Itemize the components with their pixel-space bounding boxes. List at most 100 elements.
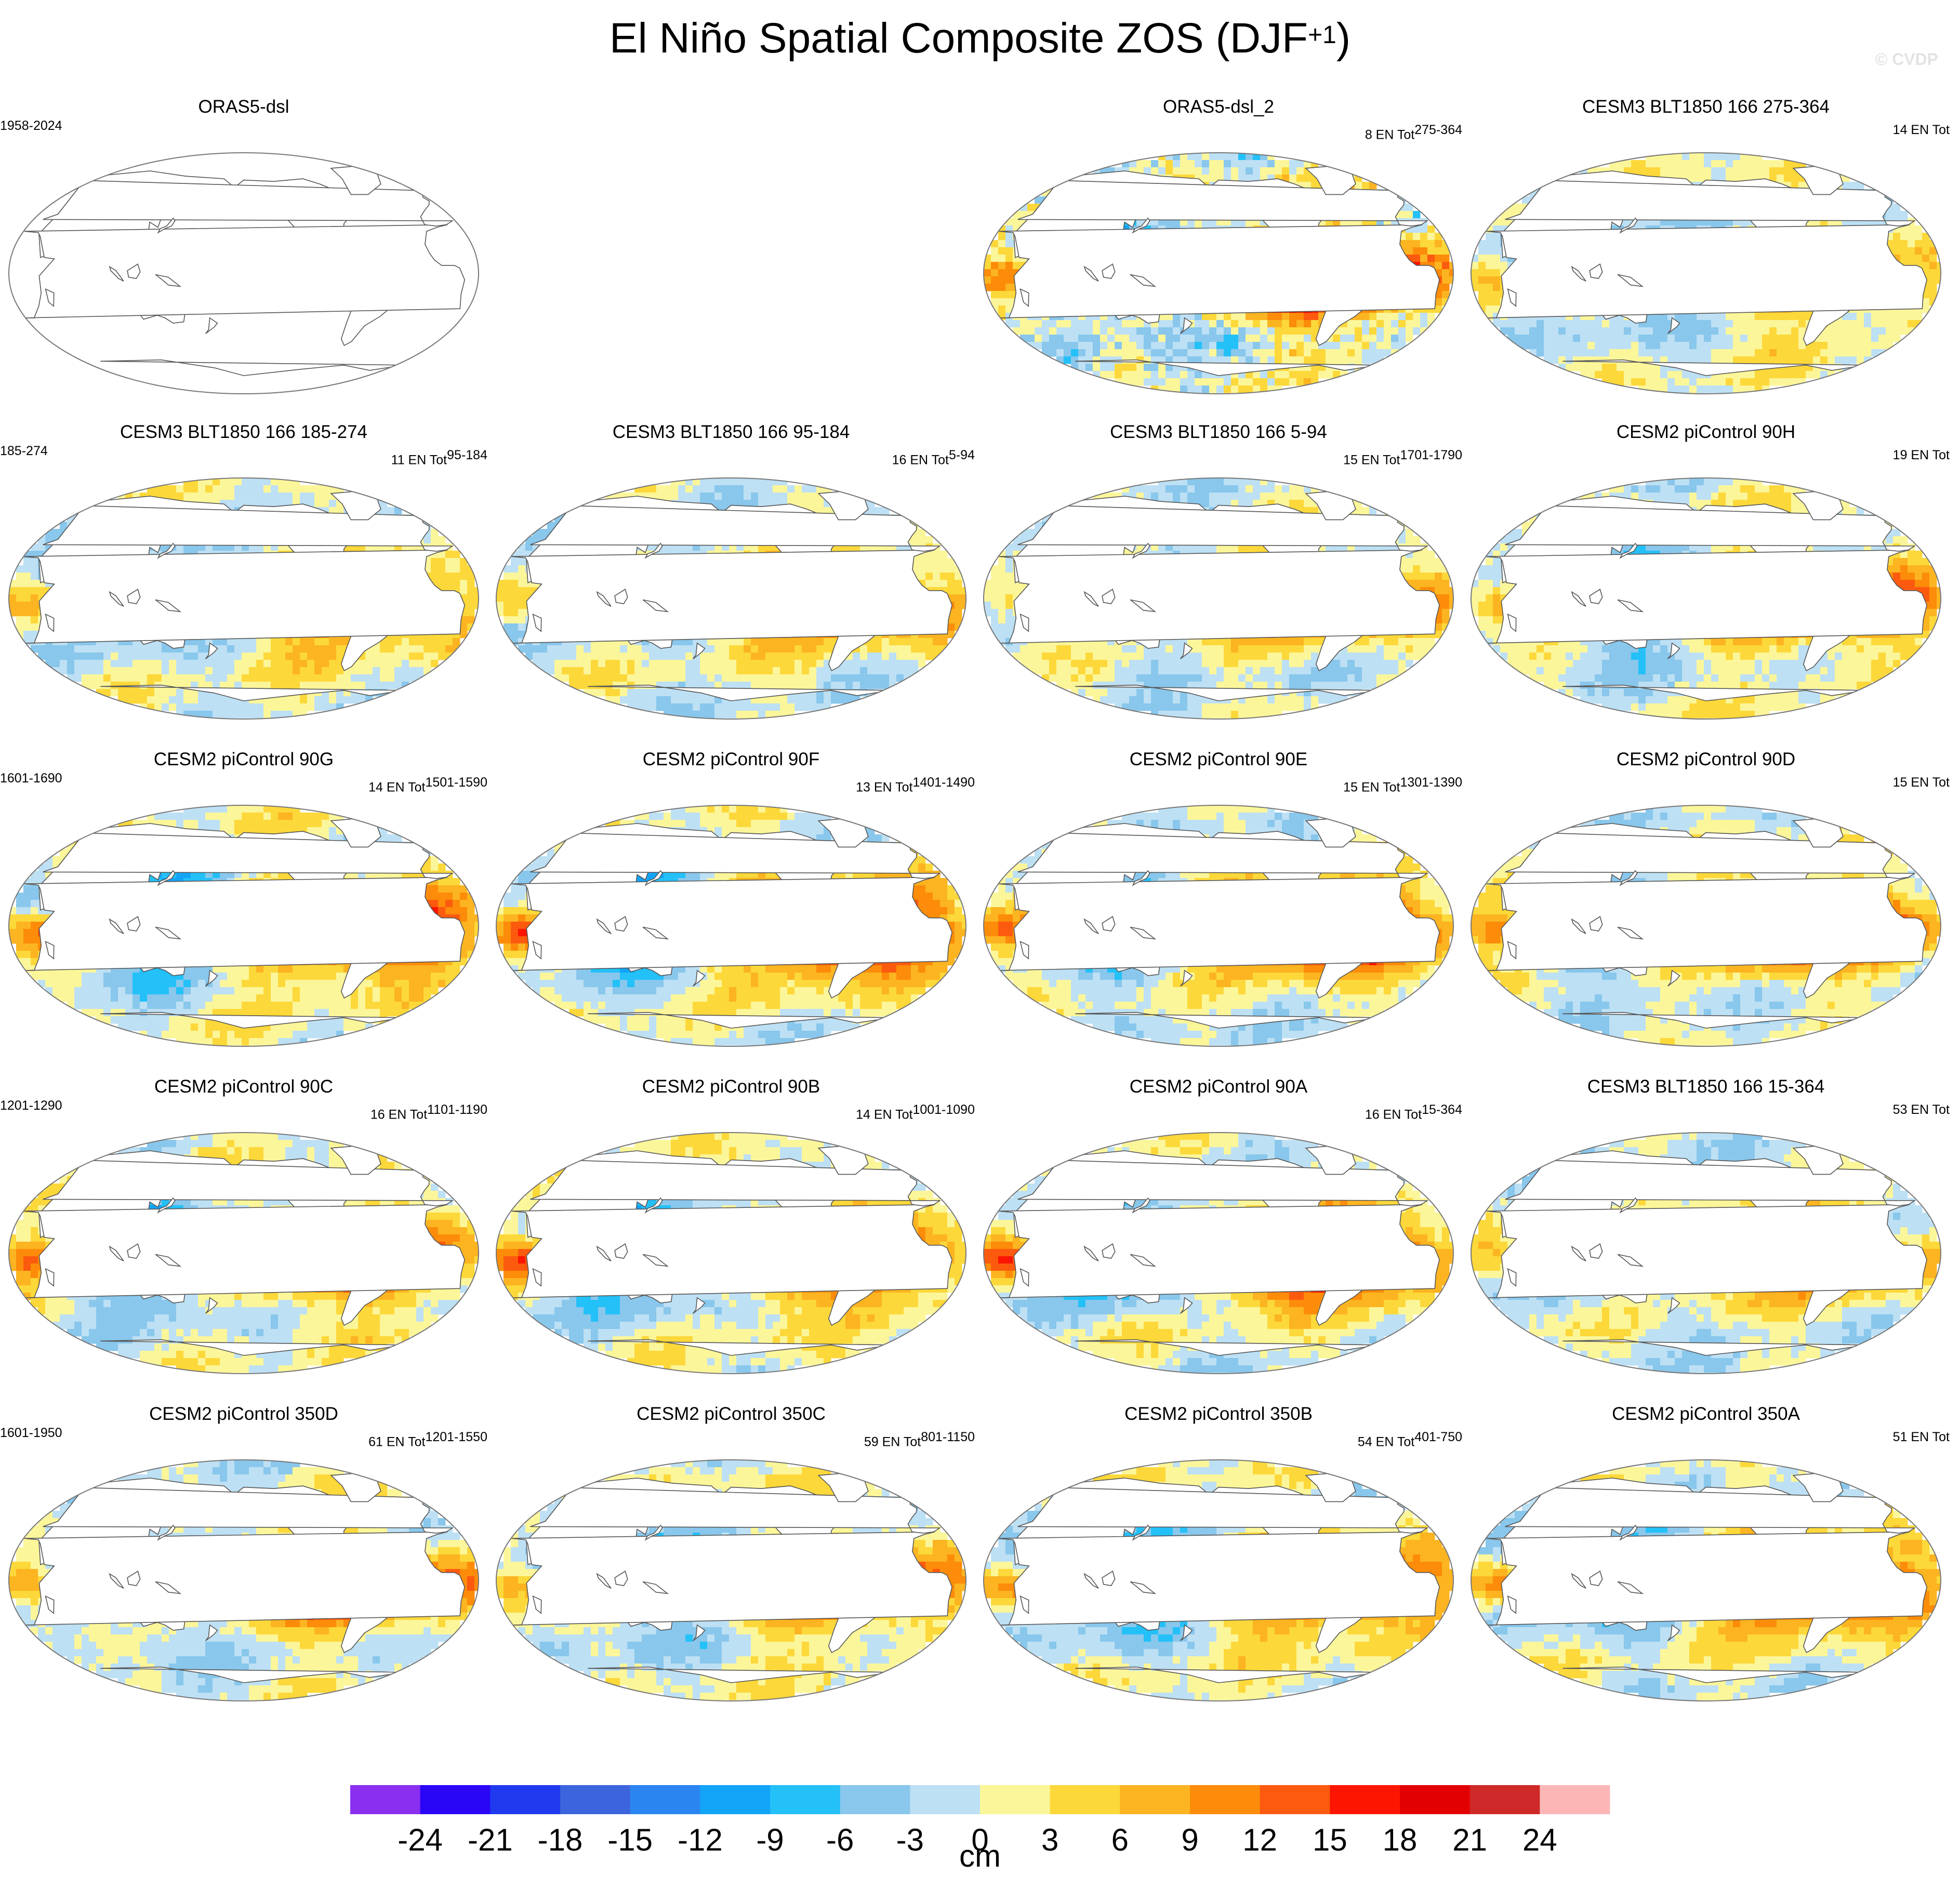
anomaly-cell [1580, 349, 1588, 357]
anomaly-cell [176, 674, 184, 682]
anomaly-cell [998, 291, 1006, 299]
anomaly-cell [1093, 364, 1101, 371]
anomaly-cell [293, 485, 300, 493]
anomaly-cell [227, 500, 235, 508]
anomaly-cell [445, 645, 453, 653]
anomaly-cell [1682, 335, 1690, 342]
anomaly-cell [1624, 160, 1632, 168]
anomaly-cell [1049, 342, 1057, 350]
anomaly-cell [1667, 349, 1675, 357]
anomaly-cell [1289, 378, 1297, 386]
anomaly-cell [1144, 167, 1151, 175]
anomaly-cell [1667, 371, 1675, 379]
anomaly-cell [1747, 320, 1755, 328]
anomaly-cell [1587, 342, 1595, 350]
anomaly-cell [1595, 320, 1603, 328]
anomaly-cell [1609, 320, 1617, 328]
anomaly-cell [307, 493, 315, 500]
anomaly-cell [1267, 320, 1275, 328]
anomaly-cell [387, 667, 395, 675]
anomaly-cell [1296, 167, 1304, 175]
anomaly-cell [1246, 175, 1253, 182]
anomaly-cell [1857, 349, 1864, 357]
anomaly-cell [285, 653, 293, 660]
anomaly-cell [1406, 247, 1413, 255]
anomaly-cell [1020, 327, 1028, 335]
anomaly-cell [1617, 327, 1624, 335]
next-panel-years: 275-364 [1414, 123, 1462, 137]
anomaly-cell [1617, 371, 1624, 379]
anomaly-cell [1115, 335, 1122, 342]
anomaly-cell [343, 682, 351, 689]
anomaly-cell [431, 653, 439, 660]
anomaly-cell [1566, 349, 1573, 357]
anomaly-cell [1195, 349, 1202, 357]
anomaly-cell [1078, 335, 1086, 342]
anomaly-cell [1093, 320, 1101, 328]
anomaly-cell [1740, 378, 1748, 386]
anomaly-cell [1747, 378, 1755, 386]
anomaly-cell [1537, 335, 1544, 342]
anomaly-cell [1697, 160, 1704, 168]
anomaly-cell [1726, 167, 1733, 175]
anomaly-cell [1122, 160, 1130, 168]
anomaly-cell [1166, 371, 1173, 379]
anomaly-cell [1915, 233, 1923, 241]
anomaly-cell [453, 638, 460, 646]
anomaly-cell [1871, 335, 1879, 342]
anomaly-cell [1398, 313, 1406, 321]
africa-landmass [999, 224, 1440, 318]
anomaly-cell [1704, 327, 1712, 335]
anomaly-cell [1784, 356, 1792, 364]
anomaly-cell [1551, 320, 1559, 328]
anomaly-cell [1296, 356, 1304, 364]
anomaly-cell [1355, 182, 1362, 190]
anomaly-cell [227, 660, 235, 668]
anomaly-cell [1420, 313, 1428, 321]
anomaly-cell [1187, 153, 1195, 161]
anomaly-cell [147, 645, 155, 653]
anomaly-cell [1602, 327, 1610, 335]
anomaly-cell [256, 638, 264, 646]
anomaly-cell [1726, 153, 1733, 161]
anomaly-cell [1231, 160, 1239, 168]
anomaly-cell [1602, 371, 1610, 379]
anomaly-cell [1246, 356, 1253, 364]
anomaly-cell [1646, 349, 1653, 357]
new-zealand-landmass [1180, 317, 1193, 334]
anomaly-cell [162, 674, 169, 682]
anomaly-cell [1617, 364, 1624, 371]
anomaly-cell [1893, 335, 1901, 342]
anomaly-cell [394, 674, 402, 682]
anomaly-cell [227, 493, 235, 500]
anomaly-cell [140, 674, 148, 682]
anomaly-cell [314, 638, 322, 646]
anomaly-cell [1085, 320, 1093, 328]
anomaly-cell [285, 682, 293, 689]
anomaly-cell [1675, 313, 1683, 321]
anomaly-cell [1791, 342, 1799, 350]
anomaly-cell [1413, 327, 1421, 335]
anomaly-cell [1435, 262, 1442, 270]
anomaly-cell [1704, 378, 1712, 386]
anomaly-cell [1246, 167, 1253, 175]
anomaly-cell [1275, 349, 1282, 357]
anomaly-cell [387, 660, 395, 668]
anomaly-cell [1435, 240, 1442, 248]
anomaly-cell [220, 667, 228, 675]
anomaly-cell [1747, 371, 1755, 379]
anomaly-cell [285, 478, 293, 486]
anomaly-cell [256, 493, 264, 500]
anomaly-cell [1478, 291, 1486, 299]
anomaly-cell [1784, 342, 1792, 350]
anomaly-cell [1711, 160, 1719, 168]
anomaly-cell [1886, 313, 1893, 321]
anomaly-cell [1631, 342, 1639, 350]
anomaly-cell [1326, 356, 1333, 364]
anomaly-cell [1151, 167, 1159, 175]
anomaly-cell [1653, 320, 1661, 328]
anomaly-cell [1005, 262, 1013, 270]
anomaly-cell [1216, 342, 1224, 350]
anomaly-cell [1646, 378, 1653, 386]
anomaly-cell [1005, 276, 1013, 284]
